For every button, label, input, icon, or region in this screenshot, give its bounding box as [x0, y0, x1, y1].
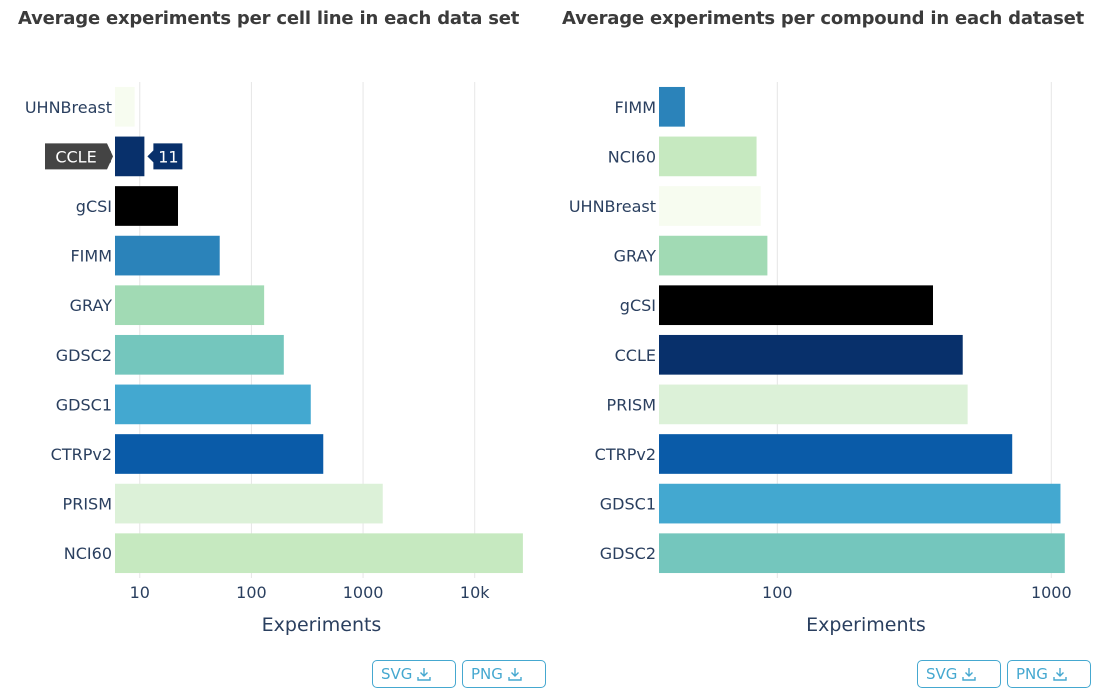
hover-tag-shape — [147, 143, 183, 170]
download-png-button[interactable]: PNG — [462, 660, 546, 688]
chart-title: Average experiments per compound in each… — [562, 8, 1085, 29]
png-button-label: PNG — [471, 664, 503, 683]
category-label: UHNBreast — [25, 98, 112, 117]
bar — [659, 186, 761, 226]
bar — [115, 334, 284, 375]
category-label: PRISM — [607, 395, 656, 414]
bar — [659, 483, 1061, 524]
category-label: gCSI — [620, 296, 656, 315]
x-tick-label: 1000 — [1031, 583, 1072, 602]
category-label: GDSC2 — [56, 346, 112, 365]
download-icon — [508, 668, 522, 681]
bar — [115, 384, 311, 425]
bar — [115, 186, 179, 226]
category-label: NCI60 — [608, 147, 656, 166]
bar — [115, 235, 220, 276]
download-icon — [1053, 668, 1067, 681]
bar — [115, 285, 265, 326]
bar — [115, 533, 523, 574]
right-chart-panel: Average experiments per compound in each… — [550, 0, 1101, 699]
category-label: CTRPv2 — [595, 445, 656, 464]
png-button-label: PNG — [1016, 664, 1048, 683]
category-label: CTRPv2 — [51, 445, 112, 464]
download-png-button[interactable]: PNG — [1007, 660, 1091, 688]
x-axis-label: Experiments — [806, 614, 926, 636]
bar — [659, 285, 933, 326]
hover-value-tag: 11 — [147, 143, 183, 170]
bar-chart-compounds: FIMM NCI60 UHNBreast GRAY gCSI CCLE PRISM CTRPv… — [569, 82, 1072, 636]
category-label: GRAY — [70, 296, 113, 315]
x-tick-label: 10k — [460, 583, 490, 602]
bar — [659, 384, 968, 425]
hover-category-tag: CCLE — [45, 143, 113, 170]
bar — [659, 86, 685, 127]
bar — [115, 483, 383, 524]
category-label: GDSC2 — [600, 544, 656, 563]
bar — [659, 235, 768, 276]
bar — [659, 434, 1013, 474]
download-icon — [962, 668, 977, 681]
x-tick-label: 100 — [236, 583, 267, 602]
category-label: UHNBreast — [569, 197, 656, 216]
x-tick-label: 1000 — [343, 583, 384, 602]
category-label: GDSC1 — [600, 495, 656, 514]
bar — [659, 533, 1065, 574]
bar — [659, 334, 963, 375]
bar — [115, 86, 135, 127]
category-label: CCLE — [615, 346, 656, 365]
x-tick-label: 10 — [130, 583, 150, 602]
bar — [115, 434, 324, 474]
svg-button-label: SVG — [381, 664, 413, 683]
chart-title: Average experiments per cell line in eac… — [18, 8, 520, 29]
hover-tag-shape — [45, 143, 113, 170]
left-chart-panel: Average experiments per cell line in eac… — [0, 0, 550, 699]
category-label: GRAY — [614, 247, 657, 266]
x-tick-label: 100 — [762, 583, 793, 602]
hover-category-text: CCLE — [55, 147, 96, 166]
hover-value-text: 11 — [158, 147, 178, 166]
category-label: GDSC1 — [56, 395, 112, 414]
category-label: PRISM — [63, 495, 112, 514]
download-svg-button[interactable]: SVG — [372, 660, 456, 688]
category-label: NCI60 — [64, 544, 112, 563]
bar — [659, 136, 757, 177]
svg-button-label: SVG — [926, 664, 958, 683]
category-label: FIMM — [614, 98, 656, 117]
bar — [115, 136, 145, 177]
x-axis-label: Experiments — [262, 614, 382, 636]
download-icon — [417, 668, 432, 681]
category-label: gCSI — [76, 197, 112, 216]
download-svg-button[interactable]: SVG — [917, 660, 1001, 688]
category-label: FIMM — [70, 247, 112, 266]
bar-chart-cell-lines: UHNBreast CCLE gCSI FIMM GRAY GDSC2 GDSC1 CTRPv… — [25, 82, 523, 636]
